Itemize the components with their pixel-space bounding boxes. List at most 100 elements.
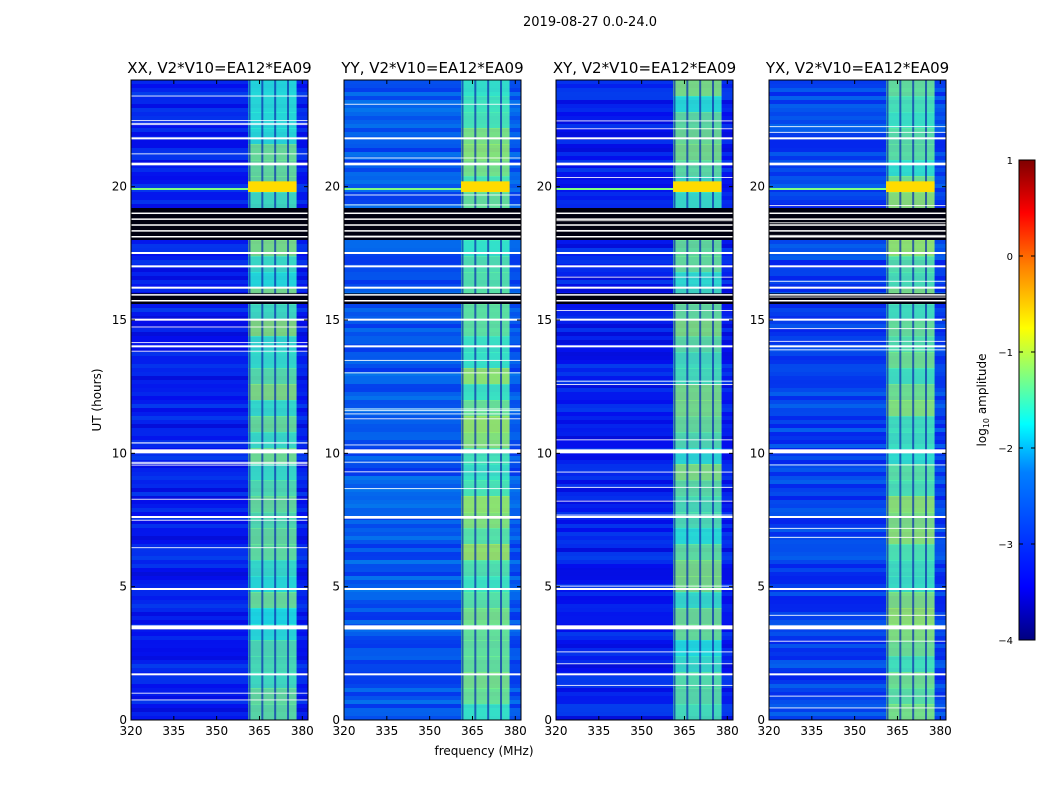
- heatmap-row: [556, 200, 733, 204]
- heatmap-row: [556, 560, 733, 564]
- signal-band-cell: [461, 384, 510, 401]
- heatmap-row: [131, 316, 308, 320]
- heatmap-row: [344, 80, 521, 84]
- heatmap-row: [131, 548, 308, 552]
- heatmap-row: [556, 432, 733, 436]
- heatmap-row: [344, 520, 521, 524]
- heatmap-row: [344, 396, 521, 400]
- x-tick-label: 350: [205, 724, 228, 738]
- signal-band-cell: [673, 336, 722, 353]
- masked-line: [769, 236, 946, 238]
- heatmap-row: [344, 472, 521, 476]
- heatmap-row: [769, 524, 946, 528]
- heatmap-row: [131, 384, 308, 388]
- gap-line: [131, 124, 308, 126]
- data-gap: [344, 449, 521, 454]
- heatmap-row: [769, 288, 946, 292]
- heatmap-row: [131, 180, 308, 184]
- heatmap-row: [131, 436, 308, 440]
- heatmap-row: [769, 196, 946, 200]
- heatmap-row: [769, 700, 946, 704]
- y-tick-label: 10: [112, 446, 127, 460]
- heatmap-row: [769, 568, 946, 572]
- heatmap-row: [769, 392, 946, 396]
- heatmap-row: [769, 604, 946, 608]
- signal-band-cell: [673, 144, 722, 161]
- y-tick-label: 0: [119, 713, 127, 727]
- signal-band-cell: [461, 704, 510, 721]
- x-tick-label: 350: [418, 724, 441, 738]
- heatmap-row: [556, 696, 733, 700]
- heatmap-row: [769, 100, 946, 104]
- heatmap-row: [131, 496, 308, 500]
- heatmap-row: [769, 596, 946, 600]
- heatmap-row: [131, 464, 308, 468]
- signal-band-cell: [673, 96, 722, 113]
- signal-band-cell: [673, 688, 722, 705]
- heatmap-row: [344, 96, 521, 100]
- signal-band-cell: [886, 240, 935, 257]
- signal-band-cell: [886, 128, 935, 145]
- masked-line: [769, 230, 946, 232]
- data-gap: [556, 265, 733, 268]
- heatmap-row: [556, 184, 733, 188]
- heatmap-row: [769, 84, 946, 88]
- signal-band-cell: [673, 544, 722, 561]
- heatmap-row: [131, 696, 308, 700]
- signal-band-cell: [248, 560, 297, 577]
- heatmap-row: [769, 584, 946, 588]
- gap-line: [769, 614, 946, 616]
- data-gap: [769, 162, 946, 166]
- gap-line: [344, 204, 521, 206]
- signal-band-cell: [673, 112, 722, 129]
- heatmap-row: [769, 688, 946, 692]
- heatmap-row: [131, 340, 308, 344]
- heatmap-row: [556, 440, 733, 444]
- signal-band-cell: [886, 416, 935, 433]
- rfi-line: [556, 188, 674, 190]
- gap-line: [769, 296, 946, 298]
- gap-line: [769, 695, 946, 697]
- gap-line: [556, 585, 733, 587]
- x-tick-label: 320: [545, 724, 568, 738]
- heatmap-row: [344, 628, 521, 632]
- signal-band-cell: [673, 240, 722, 257]
- heatmap-row: [769, 648, 946, 652]
- heatmap-row: [131, 128, 308, 132]
- heatmap-row: [769, 200, 946, 204]
- heatmap-row: [131, 572, 308, 576]
- heatmap-row: [344, 408, 521, 412]
- heatmap-row: [344, 260, 521, 264]
- heatmap-row: [556, 608, 733, 612]
- heatmap-row: [556, 244, 733, 248]
- heatmap-row: [769, 508, 946, 512]
- channel-edge: [899, 80, 902, 720]
- data-gap: [344, 673, 521, 676]
- colorbar-tick-label: 0: [1007, 252, 1013, 263]
- heatmap-row: [556, 304, 733, 308]
- heatmap-row: [344, 696, 521, 700]
- signal-band-cell: [461, 336, 510, 353]
- heatmap-row: [556, 504, 733, 508]
- heatmap-row: [344, 316, 521, 320]
- signal-band-cell: [248, 528, 297, 545]
- masked-line: [556, 212, 733, 215]
- x-tick-label: 380: [291, 724, 314, 738]
- heatmap-row: [769, 628, 946, 632]
- masked-line: [556, 218, 733, 220]
- channel-edge: [261, 80, 264, 720]
- heatmap-row: [344, 708, 521, 712]
- masked-line: [131, 294, 308, 296]
- signal-band-cell: [886, 352, 935, 369]
- heatmap-row: [556, 620, 733, 624]
- heatmap-row: [131, 656, 308, 660]
- heatmap-row: [769, 428, 946, 432]
- heatmap-row: [769, 520, 946, 524]
- heatmap-row: [344, 340, 521, 344]
- heatmap-row: [344, 500, 521, 504]
- heatmap-row: [131, 440, 308, 444]
- heatmap-row: [131, 608, 308, 612]
- x-tick-label: 350: [630, 724, 653, 738]
- heatmap-row: [769, 528, 946, 532]
- heatmap-row: [769, 280, 946, 284]
